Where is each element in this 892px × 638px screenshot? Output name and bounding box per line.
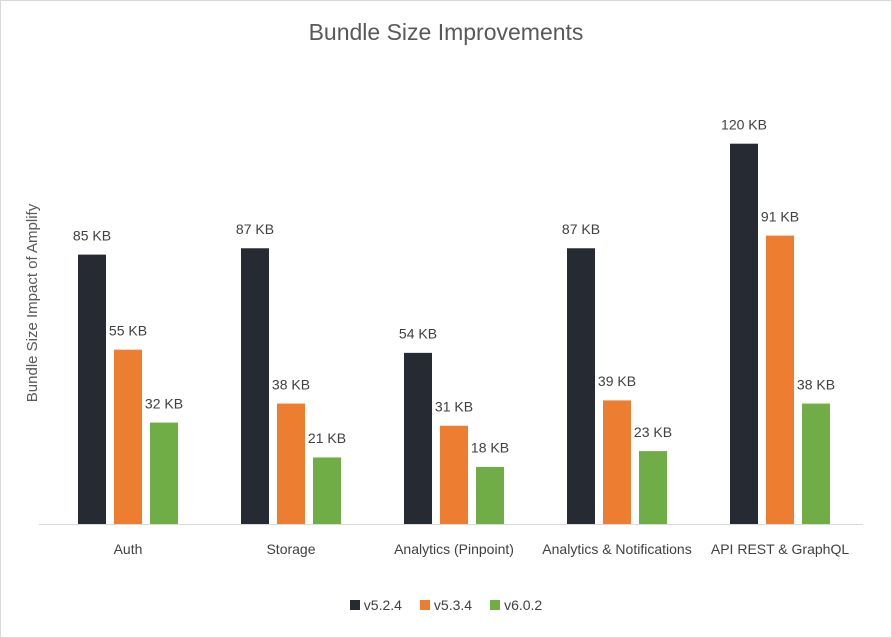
bar — [78, 254, 106, 524]
legend-swatch — [349, 600, 360, 610]
legend-label: v5.2.4 — [363, 597, 402, 613]
value-label: 38 KB — [797, 376, 835, 392]
value-label: 120 KB — [721, 116, 767, 132]
bar — [766, 235, 794, 524]
bar — [277, 403, 305, 524]
legend-swatch — [419, 600, 430, 610]
bar — [603, 400, 631, 524]
bar — [730, 143, 758, 524]
value-label: 87 KB — [562, 221, 600, 237]
bar — [150, 422, 178, 524]
bar — [802, 403, 830, 524]
bar — [241, 248, 269, 524]
chart-title: Bundle Size Improvements — [309, 19, 584, 45]
value-label: 91 KB — [761, 208, 799, 224]
y-axis-label: Bundle Size Impact of Amplify — [24, 203, 41, 402]
value-label: 38 KB — [272, 376, 310, 392]
legend: v5.2.4 v5.3.4 v6.0.2 — [1, 597, 891, 613]
legend-swatch — [490, 600, 501, 610]
x-tick-label: Analytics (Pinpoint) — [394, 541, 514, 557]
bar — [476, 466, 504, 524]
x-tick-label: API REST & GraphQL — [710, 541, 850, 557]
value-label: 54 KB — [399, 326, 437, 342]
legend-item: v5.3.4 — [419, 597, 473, 613]
x-tick-label: Auth — [113, 541, 143, 557]
value-label: 85 KB — [73, 227, 111, 243]
x-tick-label: Storage — [266, 541, 316, 557]
x-tick-label: Analytics & Notifications — [542, 541, 692, 557]
legend-item: v6.0.2 — [490, 597, 542, 613]
value-label: 32 KB — [145, 395, 183, 411]
bar — [114, 349, 142, 524]
value-label: 31 KB — [435, 398, 473, 414]
value-label: 55 KB — [109, 322, 147, 338]
value-label: 23 KB — [634, 424, 672, 440]
bar — [639, 451, 667, 524]
legend-label: v6.0.2 — [504, 597, 543, 613]
legend-label: v5.3.4 — [433, 597, 473, 613]
legend-item: v5.2.4 — [349, 597, 402, 613]
bar — [440, 425, 468, 524]
value-label: 21 KB — [308, 430, 346, 446]
value-label: 39 KB — [598, 373, 636, 389]
bar — [313, 457, 341, 524]
value-label: 87 KB — [236, 221, 274, 237]
bar — [404, 352, 432, 524]
bar — [567, 248, 595, 524]
value-label: 18 KB — [471, 440, 509, 456]
